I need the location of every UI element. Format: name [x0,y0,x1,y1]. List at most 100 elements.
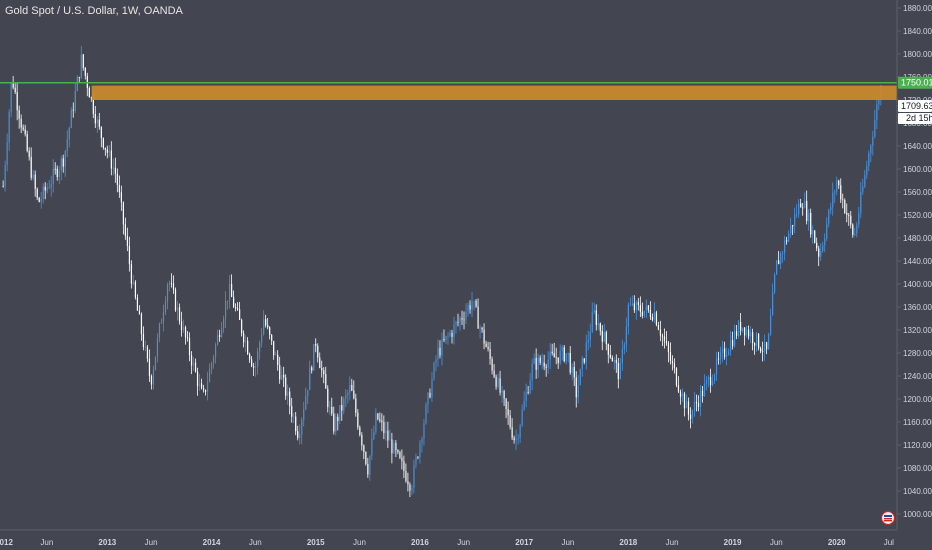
candle-body [535,357,537,370]
flag-icon[interactable] [880,510,896,526]
candle-body [868,153,870,167]
candle-body [828,210,830,224]
candle-body [6,142,8,166]
candle-body [836,180,838,192]
candle-body [311,367,313,371]
candle-body [693,402,696,411]
candle-body [233,296,235,308]
candle-body [555,357,557,359]
candle-body [748,329,750,337]
candle-body [383,422,385,434]
resistance-price-label: 1750.018 [901,78,932,88]
candle-body [243,333,245,343]
candle-body [766,342,768,350]
candle-body [842,199,844,201]
candle-body [565,353,567,362]
candle-body [423,423,425,439]
candle-body [451,332,453,337]
candle-body [214,344,217,358]
y-tick-label: 1120.000 [903,441,932,450]
candle-body [719,352,722,359]
candle-body [579,369,581,386]
candle-body [56,168,58,177]
candle-body [158,323,161,339]
candle-body [365,451,367,464]
candle-body [449,332,451,336]
candle-body [575,377,577,398]
candle-body [786,240,788,242]
y-tick-label: 1560.000 [903,188,932,197]
candle-body [393,442,395,454]
candle-body [120,192,122,203]
y-tick-label: 1640.000 [903,142,932,151]
candle-body [515,438,517,441]
candle-body [503,390,505,399]
candle-body [315,344,317,346]
candle-body [768,334,770,350]
candle-body [479,327,481,329]
y-tick-label: 1200.000 [903,395,932,404]
candle-body [800,203,802,208]
candle-body [637,302,639,305]
candle-body [357,412,359,428]
candle-body [403,461,405,472]
candle-body [455,322,457,325]
candle-body [453,324,455,337]
candle-body [531,363,533,381]
candle-body [433,363,435,379]
candle-body [844,200,846,213]
candle-body [235,307,237,309]
candle-body [731,340,734,347]
candle-body [858,212,860,225]
candle-body [283,374,285,378]
candle-body [812,230,814,235]
candle-body [481,327,483,330]
candle-body [247,340,249,355]
candle-body [657,325,660,330]
candle-body [116,173,118,185]
candle-body [852,224,854,235]
candle-body [776,260,778,275]
candle-body [870,145,872,154]
candle-body [26,134,28,151]
candle-body [98,119,100,128]
candle-body [122,202,125,225]
chart-title: Gold Spot / U.S. Dollar, 1W, OANDA [5,5,183,17]
y-tick-label: 1040.000 [903,487,932,496]
candle-body [194,362,197,372]
candle-body [36,188,38,198]
candle-body [385,430,387,434]
candle-body [285,377,287,396]
candle-body [792,225,794,227]
candle-body [48,187,50,189]
candle-body [42,186,44,200]
candle-body [401,457,403,462]
candle-body [659,329,662,336]
candle-body [475,300,477,307]
x-tick-label: Jun [249,538,262,547]
candle-body [229,283,231,301]
candle-body [864,175,866,187]
y-tick-label: 1520.000 [903,211,932,220]
candle-body [22,127,24,130]
candle-body [253,366,255,368]
candle-body [643,310,646,316]
candle-body [743,327,746,336]
candle-body [617,362,619,380]
candle-body [673,363,676,369]
candle-body [367,463,369,475]
candle-body [251,359,253,367]
candle-body [419,442,421,458]
candle-body [699,390,702,408]
candle-body [808,212,810,221]
candles-layer [2,45,882,498]
candle-body [589,332,591,340]
candle-body [860,191,862,213]
candle-body [150,376,153,385]
candle-body [737,321,740,336]
price-axis[interactable]: 1000.000 1040.000 1080.000 1120.000 1160.000… [897,4,932,519]
time-axis[interactable]: 2012 Jun 2013 Jun 2014 Jun 2015 Jun 2016 Jun 2017 J… [0,538,894,547]
candle-body [721,348,724,353]
candle-body [100,127,102,139]
